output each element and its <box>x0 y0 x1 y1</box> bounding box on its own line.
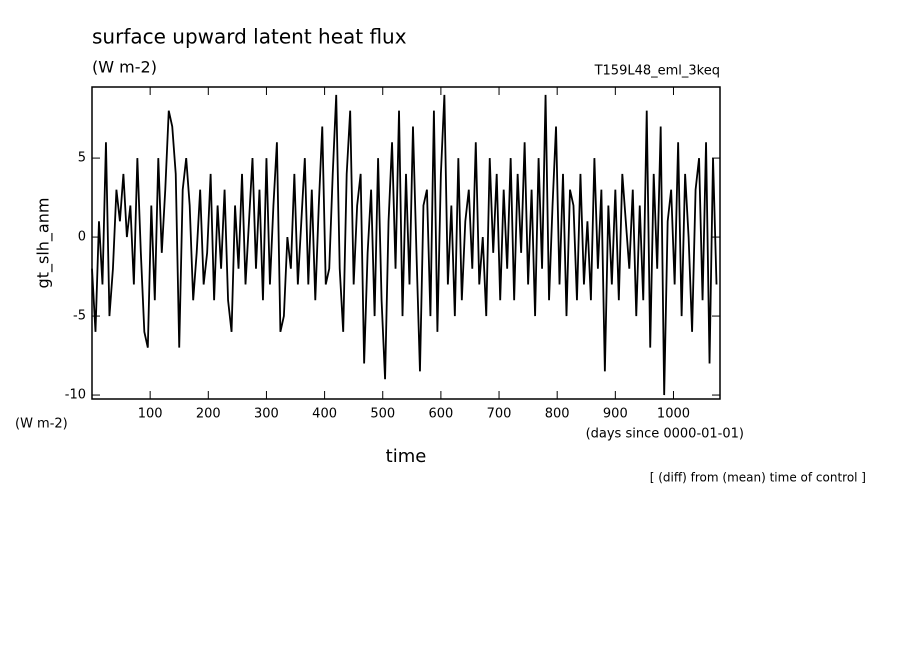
x-tick-label: 700 <box>487 407 512 422</box>
y-tick-label: -5 <box>73 309 86 324</box>
y-unit: (W m-2) <box>15 417 68 432</box>
x-tick-label: 300 <box>254 407 279 422</box>
x-tick-label: 100 <box>138 407 163 422</box>
x-tick-label: 800 <box>545 407 570 422</box>
y-tick-label: -10 <box>65 388 86 403</box>
x-tick-label: 400 <box>312 407 337 422</box>
run-label: T159L48_eml_3keq <box>594 64 720 79</box>
note: [ (diff) from (mean) time of control ] <box>650 471 866 485</box>
x-tick-label: 200 <box>196 407 221 422</box>
chart-title: surface upward latent heat flux <box>92 25 407 49</box>
series-line <box>91 94 718 396</box>
x-axis-label: time <box>386 446 427 467</box>
y-tick-label: 5 <box>78 151 86 166</box>
chart-subtitle: (W m-2) <box>92 58 157 77</box>
x-tick-label: 900 <box>603 407 628 422</box>
x-tick-label: 500 <box>370 407 395 422</box>
y-axis-label: gt_slh_anm <box>34 198 54 289</box>
x-tick-label: 600 <box>428 407 453 422</box>
plot-frame <box>91 86 721 400</box>
y-tick-label: 0 <box>78 230 86 245</box>
x-unit: (days since 0000-01-01) <box>586 427 744 442</box>
x-tick-label: 1000 <box>657 407 690 422</box>
